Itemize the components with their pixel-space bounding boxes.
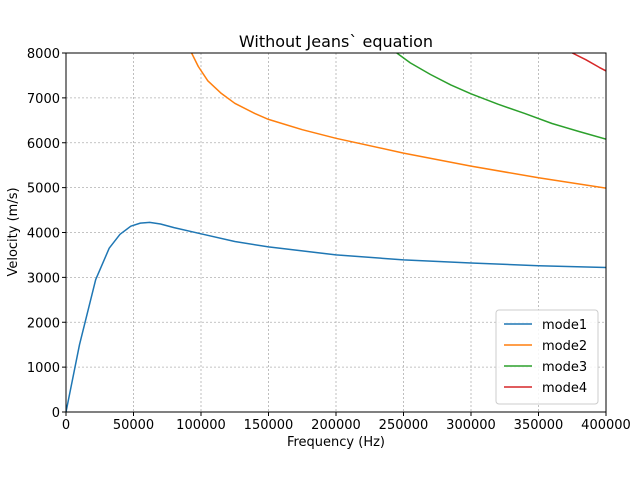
series-line-mode1	[66, 221, 606, 412]
series-layer	[66, 53, 606, 412]
y-tick-label: 0	[52, 406, 60, 421]
y-ticks: 0 1000 2000 3000 4000 5000 6000 7000 8000	[27, 47, 66, 421]
x-tick-label: 50000	[113, 418, 154, 433]
legend-label-mode4: mode4	[542, 381, 587, 396]
series-line-mode4	[571, 53, 606, 72]
x-ticks: 0 50000 100000 150000 200000 250000 300000 3500…	[62, 412, 631, 433]
x-tick-label: 400000	[581, 418, 631, 433]
chart-title: Without Jeans` equation	[239, 32, 433, 51]
y-tick-label: 1000	[27, 361, 60, 376]
y-tick-label: 4000	[27, 227, 60, 242]
x-tick-label: 250000	[379, 418, 429, 433]
y-tick-label: 3000	[27, 271, 60, 286]
y-tick-label: 8000	[27, 47, 60, 62]
legend-label-mode3: mode3	[542, 360, 587, 375]
y-tick-label: 5000	[27, 182, 60, 197]
x-tick-label: 200000	[311, 418, 361, 433]
x-tick-label: 350000	[514, 418, 564, 433]
x-tick-label: 0	[62, 418, 70, 433]
legend-label-mode1: mode1	[542, 318, 587, 333]
x-tick-label: 300000	[446, 418, 496, 433]
legend-box	[495, 309, 599, 405]
legend-label-mode2: mode2	[542, 339, 587, 354]
y-tick-label: 7000	[27, 92, 60, 107]
x-tick-label: 150000	[244, 418, 294, 433]
y-tick-label: 2000	[27, 316, 60, 331]
series-line-mode2	[190, 53, 606, 189]
y-axis-label: Velocity (m/s)	[6, 187, 21, 276]
x-axis-label: Frequency (Hz)	[287, 435, 385, 450]
series-line-mode3	[396, 53, 606, 140]
y-tick-label: 6000	[27, 137, 60, 152]
x-tick-label: 100000	[176, 418, 226, 433]
legend: mode1 mode2 mode3 mode4	[495, 309, 599, 405]
